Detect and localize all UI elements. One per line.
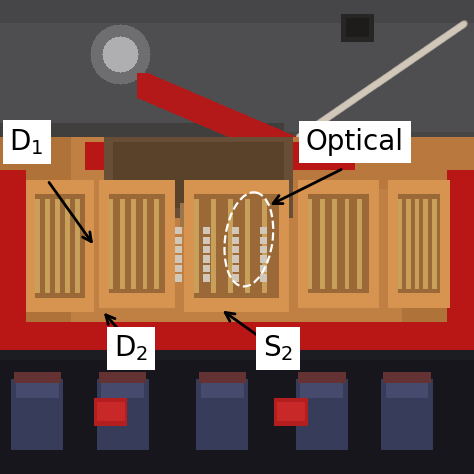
Text: D$_1$: D$_1$	[9, 128, 44, 157]
Text: D$_2$: D$_2$	[114, 334, 148, 363]
Text: Optical: Optical	[306, 128, 404, 156]
Text: S$_2$: S$_2$	[263, 334, 293, 363]
